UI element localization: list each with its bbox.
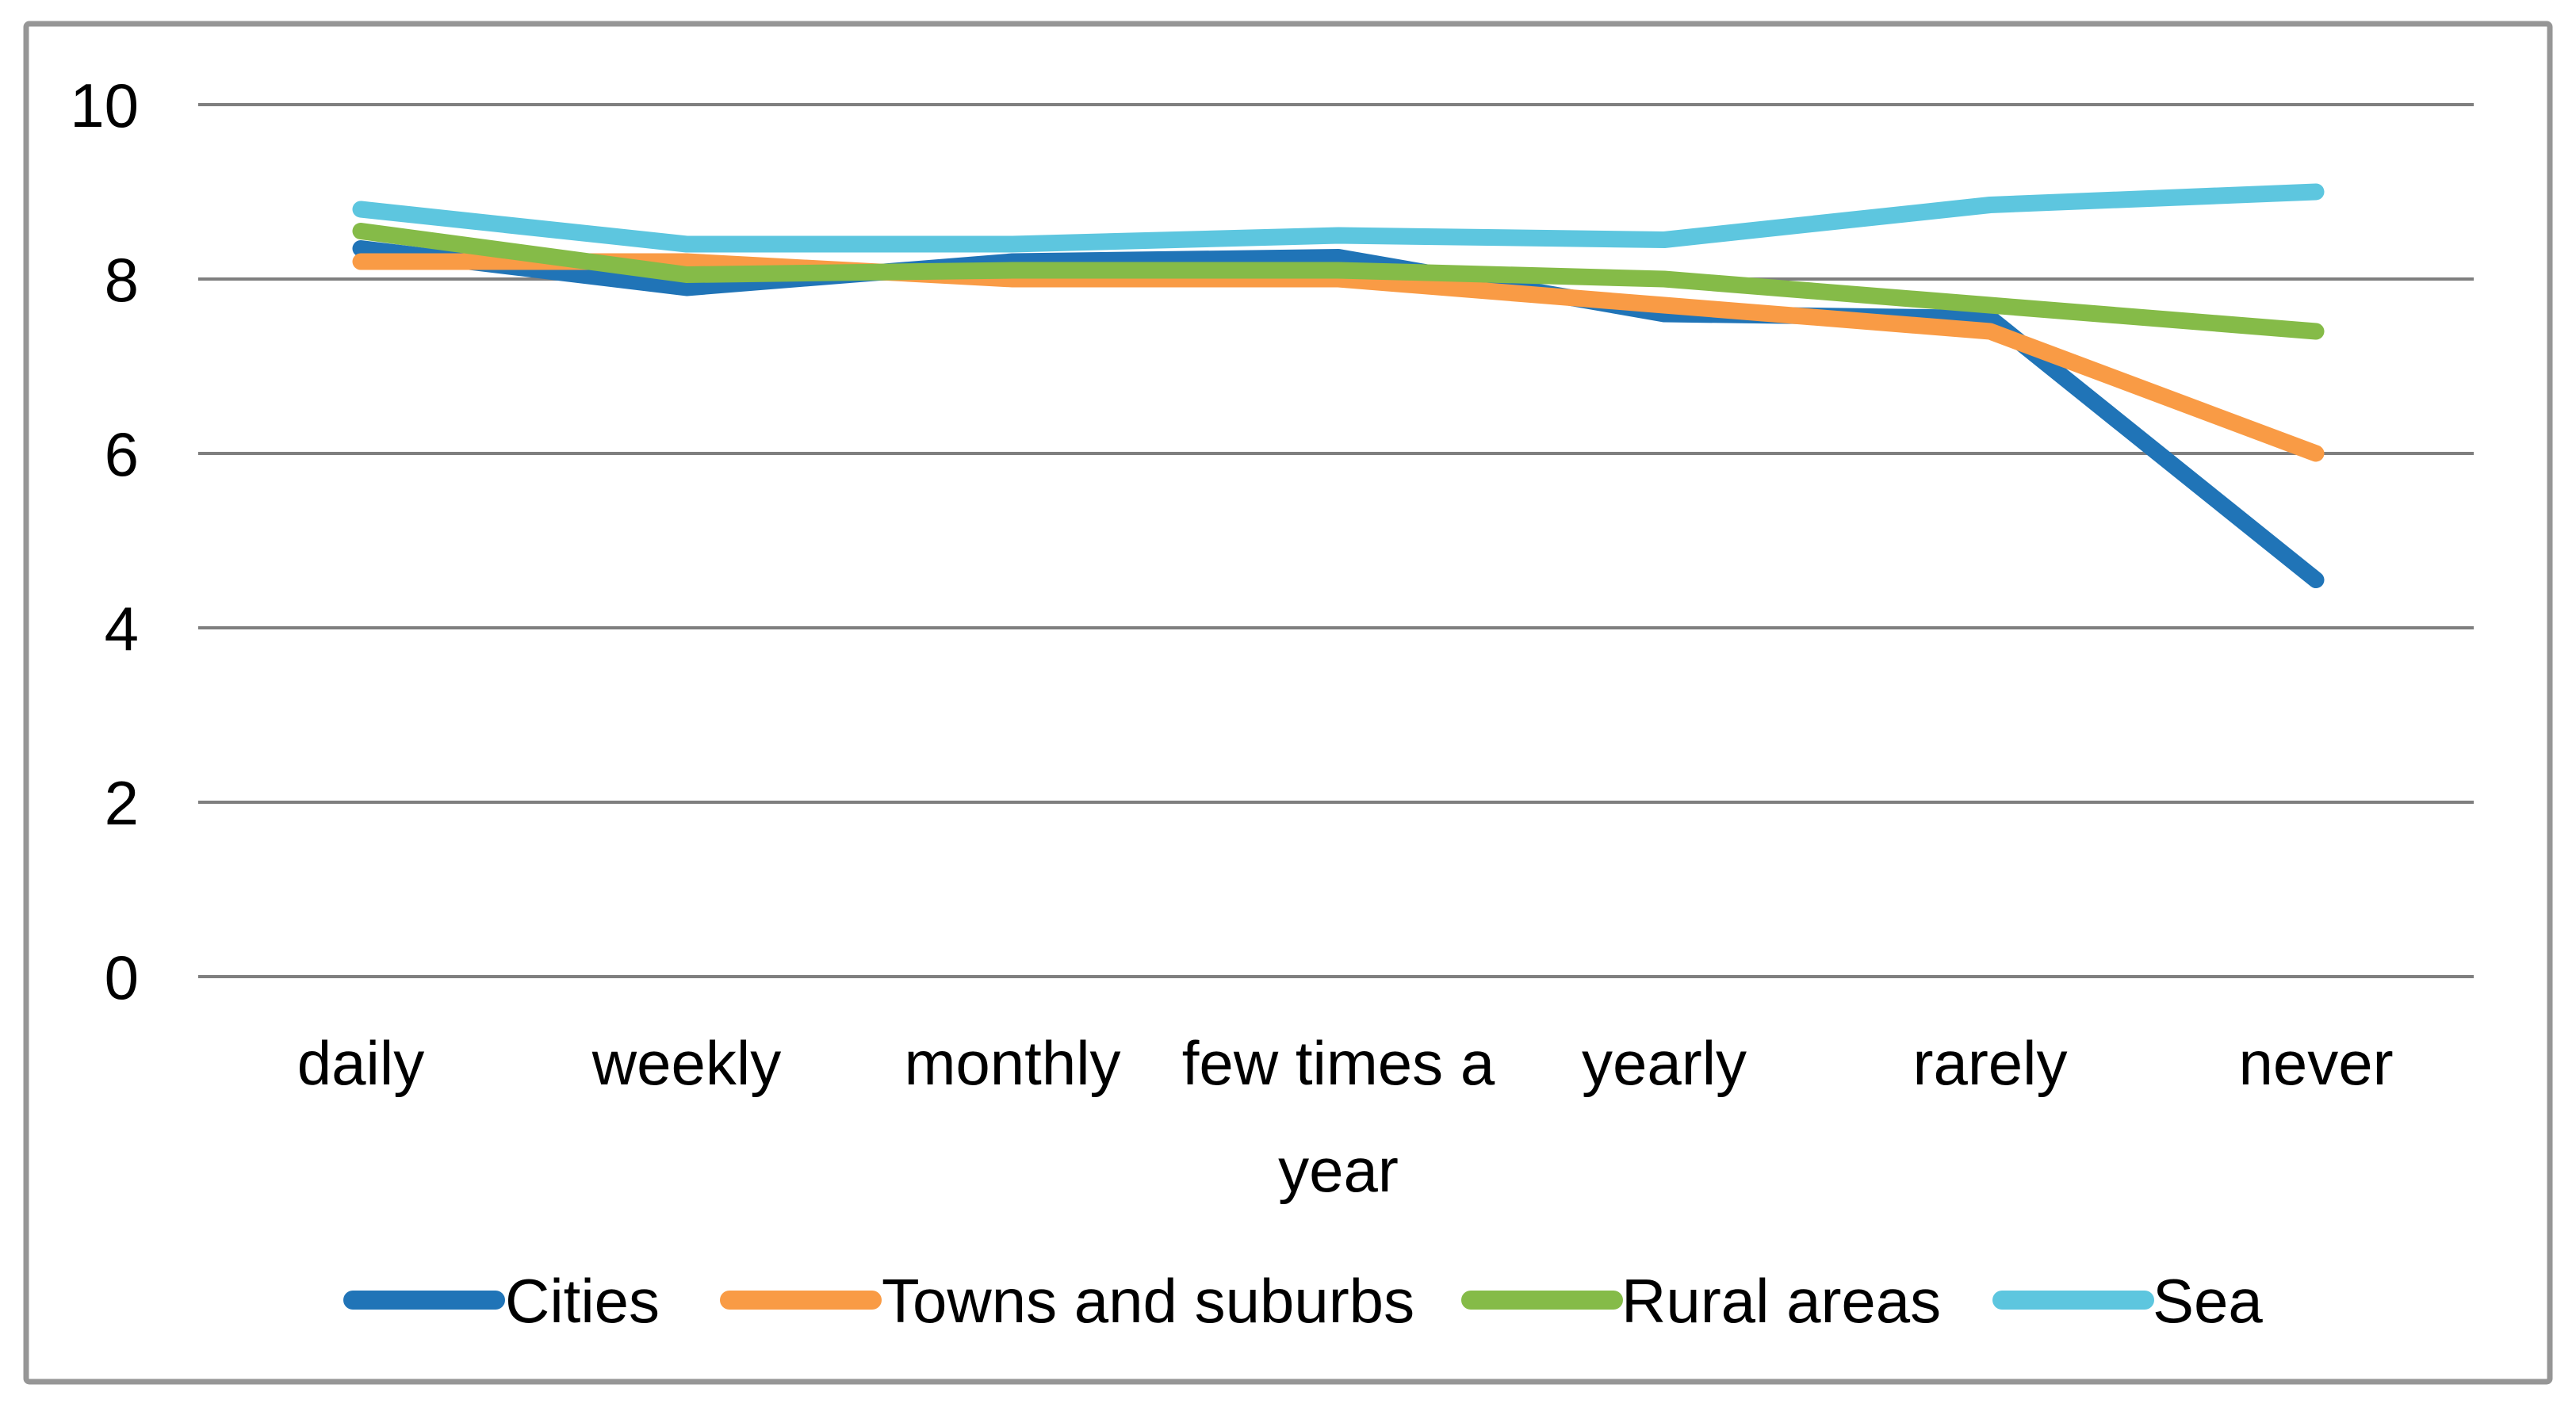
legend: Cities Towns and suburbs Rural areas Sea <box>343 1266 2263 1336</box>
x-category-label-never: never <box>2238 1028 2393 1098</box>
y-tick-label-2: 2 <box>105 768 139 838</box>
legend-item-cities: Cities <box>343 1266 660 1336</box>
legend-label-towns-and-suburbs: Towns and suburbs <box>882 1266 1414 1336</box>
x-category-label-weekly: weekly <box>591 1028 781 1098</box>
legend-item-sea: Sea <box>1992 1266 2263 1336</box>
x-category-label-monthly: monthly <box>904 1028 1120 1098</box>
y-tick-label-8: 8 <box>105 245 139 315</box>
legend-item-rural-areas: Rural areas <box>1461 1266 1941 1336</box>
x-category-label-few-times-a-year: few times a year <box>1182 1028 1495 1205</box>
legend-item-towns-and-suburbs: Towns and suburbs <box>720 1266 1414 1336</box>
x-axis-category-labels: daily weekly monthly few times a year yearly r… <box>297 1028 2394 1205</box>
gridlines <box>198 103 2474 978</box>
x-category-label-rarely: rarely <box>1912 1028 2067 1098</box>
legend-label-cities: Cities <box>505 1266 660 1336</box>
y-tick-label-6: 6 <box>105 419 139 489</box>
series-line-sea <box>352 183 2325 253</box>
y-axis-tick-labels: 0 2 4 6 8 10 <box>70 71 139 1012</box>
y-tick-label-0: 0 <box>105 943 139 1012</box>
series-line-rural-areas <box>352 223 2325 340</box>
x-category-label-yearly: yearly <box>1582 1028 1747 1098</box>
x-category-label-daily: daily <box>297 1028 424 1098</box>
chart-frame <box>23 21 2553 1385</box>
series-lines <box>352 183 2325 588</box>
series-line-towns-and-suburbs <box>352 253 2325 462</box>
y-tick-label-10: 10 <box>70 71 139 140</box>
legend-label-sea: Sea <box>2153 1266 2263 1336</box>
series-line-cities <box>352 240 2325 588</box>
legend-label-rural-areas: Rural areas <box>1621 1266 1941 1336</box>
y-tick-label-4: 4 <box>105 594 139 664</box>
